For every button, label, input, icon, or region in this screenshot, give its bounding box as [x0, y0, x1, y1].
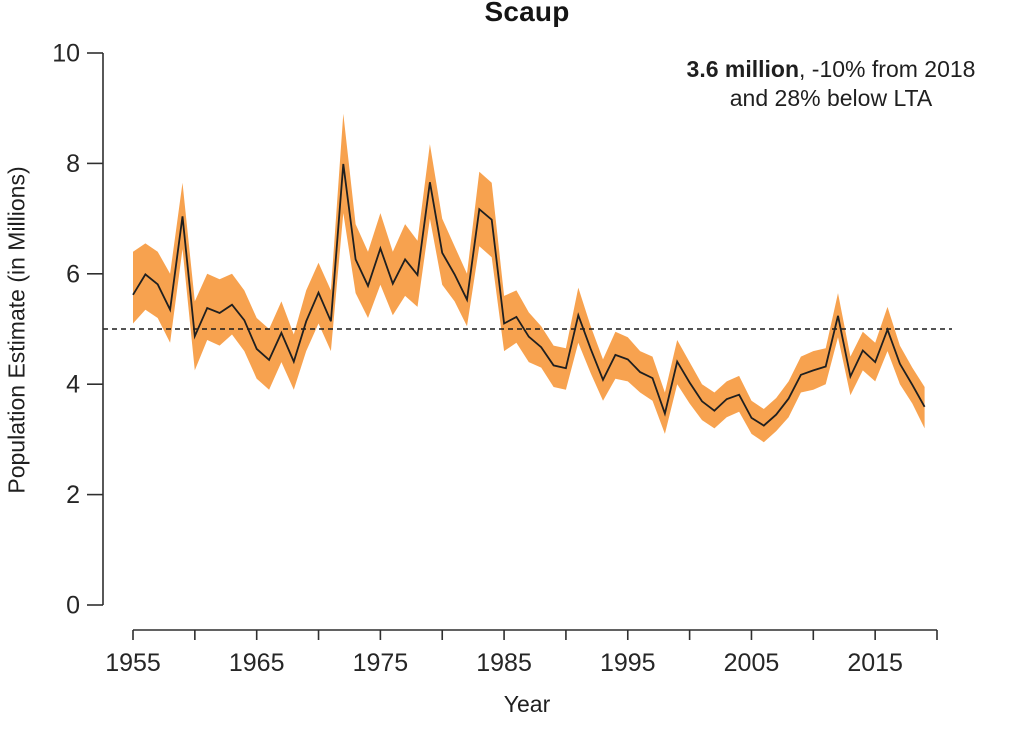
- annotation-current-value: 3.6 million: [686, 56, 800, 82]
- x-tick-label: 2015: [847, 649, 903, 677]
- annotation-change-text: , -10% from 2018: [799, 56, 976, 82]
- x-axis-label: Year: [503, 691, 551, 717]
- annotation-line-1: 3.6 million, -10% from 2018: [687, 55, 976, 84]
- confidence-band: [133, 113, 925, 443]
- y-tick-label: 4: [66, 371, 80, 399]
- annotation-line-2: and 28% below LTA: [729, 85, 933, 111]
- y-axis-label: Population Estimate (in Millions): [3, 166, 30, 494]
- x-tick-label: 1965: [229, 649, 285, 677]
- y-tick-label: 10: [52, 40, 80, 68]
- x-tick-label: 1985: [476, 649, 532, 677]
- x-tick-label: 2005: [724, 649, 780, 677]
- x-tick-label: 1975: [353, 649, 409, 677]
- y-tick-label: 6: [66, 260, 80, 288]
- y-tick-label: 2: [66, 481, 80, 509]
- y-tick-label: 8: [66, 150, 80, 178]
- population-trend-line: [132, 163, 926, 427]
- y-tick-label: 0: [66, 592, 80, 620]
- x-tick-label: 1955: [105, 649, 161, 677]
- x-tick-label: 1995: [600, 649, 656, 677]
- chart-title: Scaup: [484, 0, 570, 27]
- annotation: 3.6 million, -10% from 2018 and 28% belo…: [687, 55, 976, 113]
